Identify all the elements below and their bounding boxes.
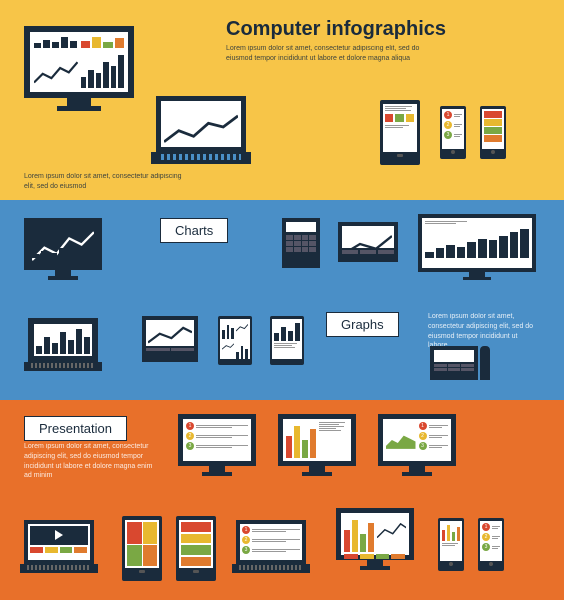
lorem-orange: Lorem ipsum dolor sit amet, consectetur … — [24, 442, 154, 481]
tablet-icon — [176, 516, 216, 581]
tablet-dark-icon — [270, 316, 304, 365]
tablet-icon — [380, 100, 420, 165]
presentation-label: Presentation — [24, 416, 127, 441]
device-dark-icon — [142, 316, 198, 362]
main-title: Computer infographics — [226, 18, 446, 41]
section-blue: Charts Graphs Lorem ipsum dolor sit amet… — [0, 200, 564, 400]
desktop-monitor-icon — [24, 26, 134, 111]
play-icon — [55, 530, 63, 540]
monitor-icon: 123 — [178, 414, 256, 476]
section-orange: Presentation Lorem ipsum dolor sit amet,… — [0, 400, 564, 600]
graphs-label: Graphs — [326, 312, 399, 337]
lorem-bottom-left: Lorem ipsum dolor sit amet, consectetur … — [24, 172, 184, 192]
laptop-icon — [156, 96, 246, 164]
wide-monitor-dark-icon — [418, 214, 536, 280]
monitor-icon — [278, 414, 356, 476]
lorem-top-right: Lorem ipsum dolor sit amet, consectetur … — [226, 44, 426, 64]
charts-label: Charts — [160, 218, 228, 243]
laptop-dark-icon — [28, 318, 98, 371]
laptop-icon: 123 — [236, 520, 306, 573]
laptop-icon — [24, 520, 94, 573]
monitor-dark-icon — [24, 218, 102, 280]
phone-icon: 123 — [478, 518, 504, 571]
phone-icon — [438, 518, 464, 571]
tablet-dark-icon — [218, 316, 252, 365]
monitor-icon — [336, 508, 414, 570]
phone-icon — [480, 106, 506, 159]
device-small-dark-icon — [338, 222, 398, 262]
section-yellow: Computer infographics Lorem ipsum dolor … — [0, 0, 564, 200]
monitor-icon: 123 — [378, 414, 456, 476]
fax-phone-icon — [430, 346, 490, 380]
calculator-icon — [282, 218, 320, 268]
tablet-icon — [122, 516, 162, 581]
phone-icon: 123 — [440, 106, 466, 159]
